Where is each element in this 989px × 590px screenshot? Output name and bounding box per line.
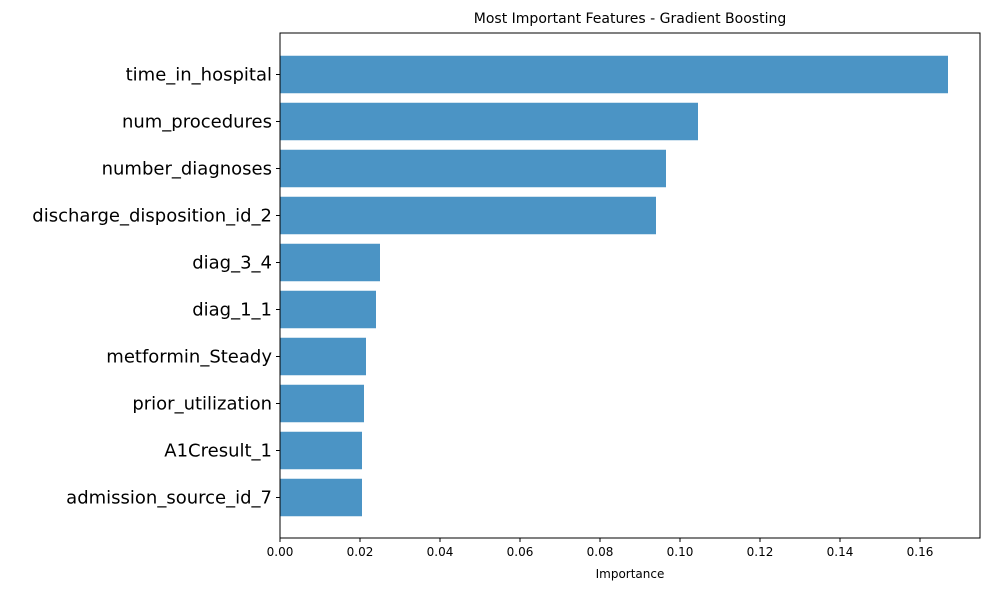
y-tick-label: number_diagnoses <box>102 159 272 180</box>
bar-diag_3_4 <box>280 243 380 282</box>
x-tick-label: 0.04 <box>427 545 454 559</box>
plot-frame <box>279 32 981 539</box>
bar-metformin_Steady <box>280 337 366 376</box>
bar-A1Cresult_1 <box>280 431 362 470</box>
x-axis: 0.00 0.02 0.04 0.06 0.08 0.10 0.12 0.14 0.16 <box>267 538 934 559</box>
bar-diag_1_1 <box>280 290 376 329</box>
y-tick-label: diag_3_4 <box>192 253 272 274</box>
y-tick-label: metformin_Steady <box>106 347 272 368</box>
y-tick-label: prior_utilization <box>132 394 272 415</box>
x-tick-label: 0.08 <box>587 545 614 559</box>
y-tick-label: diag_1_1 <box>192 300 272 321</box>
chart-title: Most Important Features - Gradient Boost… <box>474 11 786 27</box>
bar-number_diagnoses <box>280 149 666 188</box>
y-tick-label: time_in_hospital <box>126 65 272 86</box>
x-tick-label: 0.02 <box>347 545 374 559</box>
x-tick-label: 0.06 <box>507 545 534 559</box>
y-tick-label: admission_source_id_7 <box>66 488 272 509</box>
x-tick-label: 0.16 <box>907 545 934 559</box>
x-tick-label: 0.00 <box>267 545 294 559</box>
x-axis-label: Importance <box>596 567 665 581</box>
bar-prior_utilization <box>280 384 364 423</box>
bar-num_procedures <box>280 102 698 141</box>
x-tick-label: 0.12 <box>747 545 774 559</box>
y-tick-label: discharge_disposition_id_2 <box>32 206 272 227</box>
x-tick-label: 0.10 <box>667 545 694 559</box>
y-tick-label: A1Cresult_1 <box>164 441 272 462</box>
bar-time_in_hospital <box>280 55 948 94</box>
bar-discharge_disposition_id_2 <box>280 196 656 235</box>
bar-admission_source_id_7 <box>280 478 362 517</box>
x-tick-label: 0.14 <box>827 545 854 559</box>
y-tick-label: num_procedures <box>122 112 272 133</box>
y-tick-labels: time_in_hospital num_procedures number_dia… <box>32 65 280 509</box>
bars-group <box>280 55 948 517</box>
